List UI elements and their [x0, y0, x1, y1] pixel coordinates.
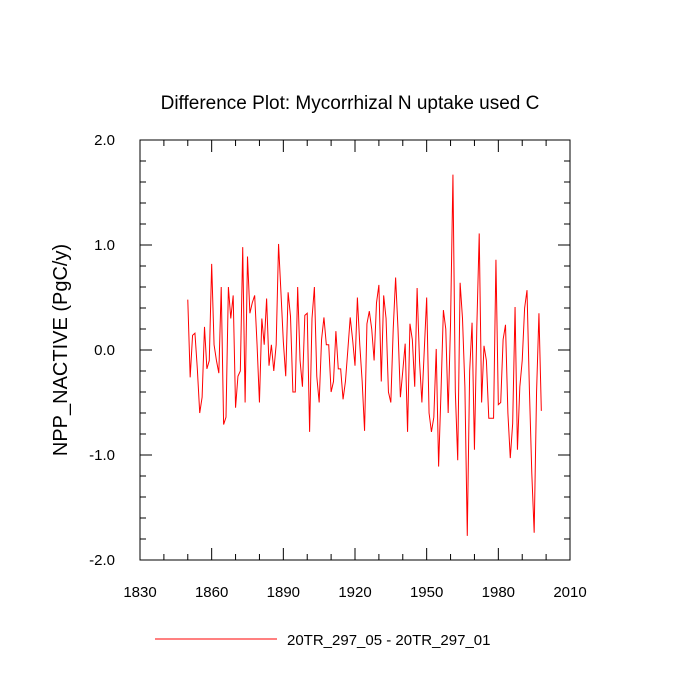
x-tick-label: 2010 [553, 584, 586, 601]
x-tick-label: 1920 [338, 584, 371, 601]
plot-area-frame [139, 139, 571, 561]
y-axis-label: NPP_NACTIVE (PgC/y) [50, 244, 72, 456]
legend-label: 20TR_297_05 - 20TR_297_01 [287, 632, 490, 649]
series-line [187, 174, 542, 536]
x-tick-label: 1830 [123, 584, 156, 601]
y-tick-label: 1.0 [94, 237, 115, 254]
legend: 20TR_297_05 - 20TR_297_01 [155, 632, 490, 649]
chart-title: Difference Plot: Mycorrhizal N uptake us… [161, 93, 540, 114]
y-tick-label: -1.0 [89, 447, 115, 464]
y-tick-label: 0.0 [94, 342, 115, 359]
x-tick-label: 1950 [410, 584, 443, 601]
y-tick-label: 2.0 [94, 132, 115, 149]
y-axis: -2.0 -1.0 0.0 1.0 2.0 [89, 132, 570, 569]
y-tick-label: -2.0 [89, 552, 115, 569]
x-tick-label: 1980 [482, 584, 515, 601]
x-tick-label: 1860 [195, 584, 228, 601]
series-group [187, 174, 542, 536]
x-tick-label: 1890 [267, 584, 300, 601]
x-axis: 1830 1860 1890 1920 1950 1980 2010 [123, 140, 587, 601]
